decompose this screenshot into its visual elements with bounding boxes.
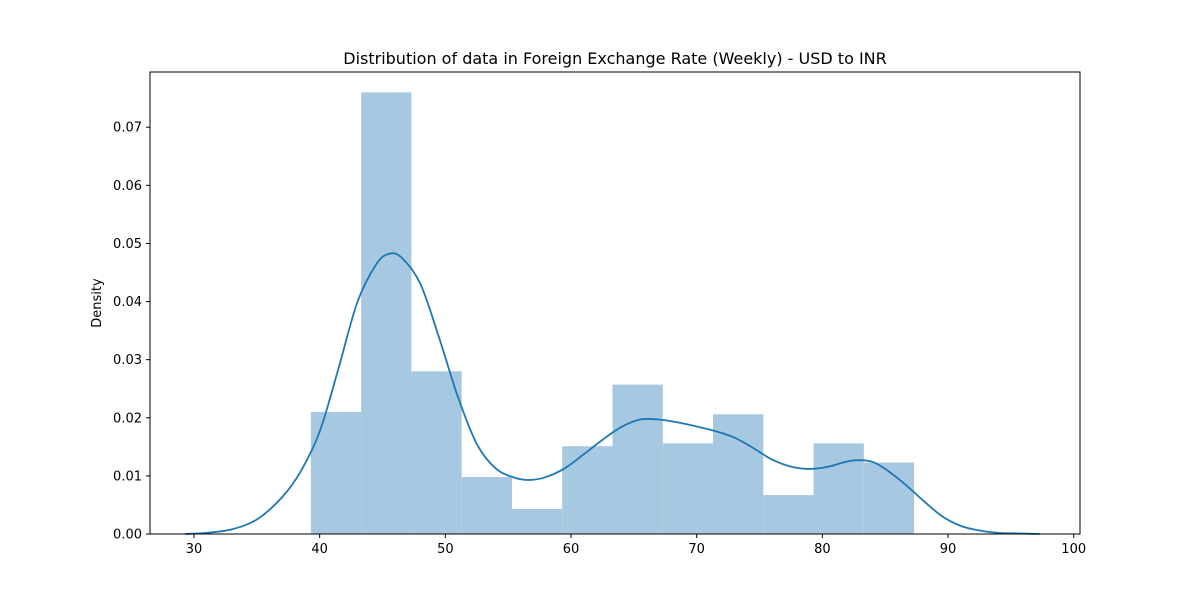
x-tick-label: 80: [814, 542, 831, 557]
y-axis: 0.00 0.01 0.02 0.03 0.04 0.05 0.06 0.07: [113, 121, 150, 543]
histogram-bar: [813, 443, 864, 534]
histogram-bar: [511, 509, 563, 534]
x-tick-label: 30: [186, 542, 203, 557]
y-tick-label: 0.00: [113, 528, 142, 543]
y-tick-label: 0.05: [113, 237, 142, 252]
histogram-bar: [562, 446, 613, 534]
histogram-bar: [310, 411, 362, 534]
chart-title: Distribution of data in Foreign Exchange…: [343, 49, 887, 68]
y-tick-label: 0.07: [113, 121, 142, 136]
x-tick-label: 90: [940, 542, 957, 557]
x-tick-label: 50: [437, 542, 454, 557]
x-tick-label: 60: [563, 542, 580, 557]
kde-curve-layer: [185, 252, 1040, 535]
histogram-bar: [612, 384, 663, 534]
y-tick-label: 0.01: [113, 469, 142, 484]
histogram-bar: [662, 443, 714, 534]
histogram-bar: [863, 462, 915, 534]
histogram-bar: [713, 414, 764, 534]
histogram-bar: [411, 371, 462, 534]
y-tick-label: 0.03: [113, 353, 142, 368]
x-tick-label: 100: [1061, 542, 1086, 557]
plot-frame: [149, 71, 1081, 535]
kde-curve: [185, 252, 1040, 535]
histogram-bar: [461, 477, 512, 534]
histogram-bar: [361, 92, 412, 534]
histogram-bars: [310, 92, 915, 534]
x-axis: 30 40 50 60 70 80 90 100: [186, 534, 1086, 557]
x-tick-label: 40: [311, 542, 328, 557]
y-tick-label: 0.04: [113, 295, 142, 310]
histogram-bar: [763, 495, 814, 534]
x-tick-label: 70: [688, 542, 705, 557]
y-tick-label: 0.06: [113, 179, 142, 194]
y-axis-title: Density: [90, 278, 105, 328]
y-tick-label: 0.02: [113, 411, 142, 426]
